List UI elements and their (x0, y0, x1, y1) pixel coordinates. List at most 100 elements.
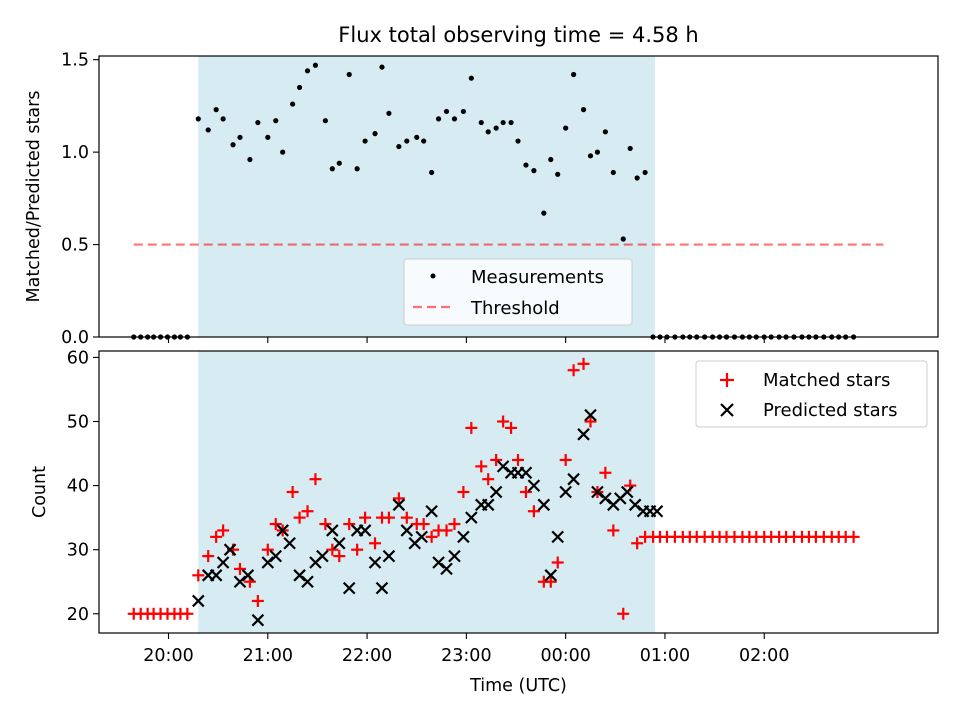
matched-star-point (519, 486, 532, 498)
matched-star-point (392, 492, 405, 505)
matched-star-point (269, 518, 282, 531)
measurement-point (587, 153, 594, 159)
matched-star-point (544, 575, 557, 588)
predicted-star-point (584, 408, 597, 422)
predicted-star-point (481, 498, 495, 512)
measurement-point (642, 169, 648, 176)
matched-star-point (475, 460, 488, 473)
matched-star-point (382, 511, 395, 524)
predicted-star-point (192, 594, 205, 608)
matched-star-point (369, 537, 382, 550)
matched-star-point (210, 530, 223, 543)
matched-star-point (512, 453, 525, 466)
predicted-star-point (216, 556, 230, 569)
predicted-star-point (448, 549, 461, 563)
y-ticks: 0.0 0.5 1.0 1.5 (61, 51, 99, 348)
measurement-point (213, 107, 219, 113)
measurement-point (421, 138, 427, 144)
predicted-star-point (251, 613, 265, 627)
predicted-star-point (316, 549, 329, 563)
predicted-star-point (269, 549, 283, 563)
measurement-point (523, 162, 529, 168)
measurement-point (386, 110, 392, 116)
matched-star-point (319, 518, 332, 531)
measurement-point (571, 71, 577, 78)
matched-star-point (599, 466, 612, 479)
measurement-point (247, 156, 253, 163)
predicted-star-point (342, 581, 356, 595)
matched-star-point (847, 530, 860, 543)
matched-star-point (251, 594, 264, 607)
matched-star-point (505, 421, 518, 434)
measurement-legend-marker (430, 273, 436, 279)
measurement-point (396, 143, 402, 150)
measurement-point (602, 129, 608, 135)
predicted-star-point (209, 569, 223, 582)
measurement-point (531, 168, 537, 174)
y-tick-label: 20 (67, 605, 89, 625)
predicted-star-points (192, 408, 664, 627)
predicted-star-point (276, 524, 289, 537)
matched-star-point (192, 569, 205, 582)
matched-star-point (286, 486, 299, 498)
predicted-star-point (326, 524, 339, 537)
predicted-star-point (283, 536, 296, 550)
predicted-star-point (577, 428, 590, 441)
measurement-point (563, 125, 569, 131)
matched-star-point (417, 518, 430, 531)
matched-star-point (490, 453, 503, 466)
matched-star-point (559, 453, 572, 466)
matched-star-point (631, 537, 644, 550)
measurement-point (414, 134, 420, 140)
predicted-star-point (457, 530, 470, 544)
ratio-panel: 0.0 0.5 1.0 1.5 Matched/Predicted stars Mea… (24, 51, 939, 348)
measurement-point (555, 171, 561, 177)
y-tick-label: 0.0 (61, 328, 89, 348)
measurement-point (354, 166, 360, 172)
matched-star-point (351, 543, 364, 556)
measurement-point (580, 107, 587, 113)
measurement-point (435, 116, 442, 122)
legend-box (695, 360, 928, 428)
plot-frame (98, 55, 939, 338)
x-tick-label: 00:00 (540, 646, 590, 666)
x-tick-label: 02:00 (739, 646, 789, 666)
measurement-point (195, 116, 201, 122)
y-tick-label: 1.0 (61, 143, 89, 163)
measurement-point (627, 145, 633, 152)
predicted-star-point (400, 524, 414, 537)
plot-frame (98, 350, 939, 634)
predicted-star-point (301, 575, 314, 589)
matched-star-points (127, 357, 860, 620)
predicted-star-point (620, 485, 634, 499)
predicted-star-point (527, 479, 541, 492)
x-ticks: 20:00 21:00 22:00 23:00 00:00 01:00 02:00 (143, 633, 789, 666)
matched-star-point (202, 550, 215, 563)
predicted-star-point (567, 472, 580, 486)
legend: Measurements Threshold (403, 258, 633, 326)
legend-box (403, 258, 633, 326)
measurement-point (255, 119, 261, 126)
y-axis-label: Matched/Predicted stars (24, 91, 44, 303)
measurement-point (372, 131, 378, 137)
predicted-star-point (544, 569, 558, 582)
predicted-star-point (489, 485, 503, 499)
measurement-point (220, 116, 226, 122)
predicted-star-point (415, 530, 428, 544)
matched-star-point (584, 415, 597, 428)
legend-label-matched: Matched stars (763, 370, 890, 391)
matched-star-point (233, 562, 246, 575)
matched-star-point (567, 364, 580, 377)
measurement-point (379, 64, 385, 70)
observing-window-band (198, 351, 656, 633)
predicted-legend-marker (720, 403, 734, 417)
measurement-point (322, 118, 328, 124)
matched-star-point (617, 607, 630, 620)
predicted-star-point (519, 466, 533, 480)
measurement-point (515, 138, 521, 144)
measurement-point (205, 127, 211, 133)
y-ticks: 20 30 40 50 60 (67, 348, 99, 625)
measurement-point (468, 75, 474, 81)
measurement-point (312, 62, 319, 68)
matched-star-point (457, 486, 470, 498)
